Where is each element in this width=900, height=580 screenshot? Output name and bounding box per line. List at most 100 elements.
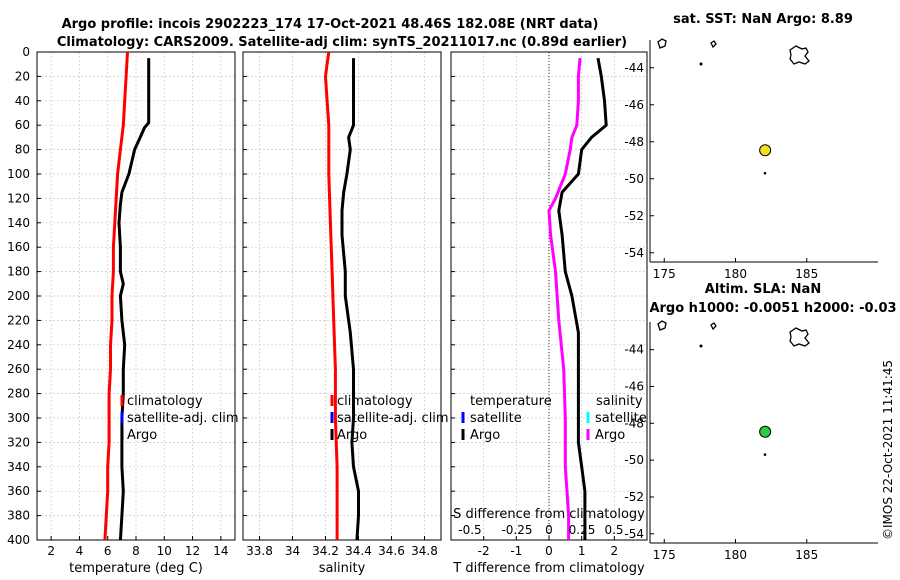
y-tick-label: 40 xyxy=(15,94,30,108)
coastline-dot xyxy=(699,344,703,348)
y-tick-label: 180 xyxy=(7,265,30,279)
title-line1: Argo profile: incois 2902223_174 17-Oct-… xyxy=(62,17,599,32)
y-tick-label: 400 xyxy=(7,533,30,547)
title-line2: Climatology: CARS2009. Satellite-adj cli… xyxy=(57,35,627,50)
series-temperature-diff xyxy=(557,57,608,540)
legend-label-3: Argo xyxy=(595,428,625,443)
legend-label-argo: Argo xyxy=(337,428,367,443)
coastline-dot xyxy=(699,62,703,66)
map-x-tick-label: 175 xyxy=(653,548,676,562)
y-tick-label: 220 xyxy=(7,313,30,327)
y-tick-label: 320 xyxy=(7,435,30,449)
map-x-tick-label: 185 xyxy=(795,267,818,281)
legend-title-temperature: temperature xyxy=(470,394,552,409)
argo-position-marker-sla xyxy=(759,425,772,438)
sla-map-title-line2: Argo h1000: -0.0051 h2000: -0.03 xyxy=(649,301,896,316)
y-tick-label: 360 xyxy=(7,484,30,498)
x-tick-label: 34.8 xyxy=(411,544,438,558)
y-tick-label: 60 xyxy=(15,118,30,132)
coastline-island-small xyxy=(710,40,717,49)
series-Argo xyxy=(340,58,360,541)
legend-label-clim: climatology xyxy=(127,394,203,409)
x-axis-label: salinity xyxy=(319,561,366,576)
map-y-tick-label: -46 xyxy=(624,379,644,393)
map-y-tick-label: -48 xyxy=(624,416,644,430)
x-tick-label: 2 xyxy=(611,544,619,558)
copyright-label: ©IMOS 22-Oct-2021 11:41:45 xyxy=(881,360,895,540)
map-x-tick-label: 185 xyxy=(795,548,818,562)
series-climatology xyxy=(324,51,339,540)
coastline-island-small xyxy=(710,322,717,331)
x-tick-label: 34.2 xyxy=(312,544,339,558)
x-tick-label: 2 xyxy=(47,544,55,558)
map-y-tick-label: -52 xyxy=(624,490,644,504)
sla-map-panel: -44 -46 -48 -50 -52 -54 175 180 185 Altim. SLA: N… xyxy=(624,282,896,562)
s-tick-label: 0 xyxy=(545,523,553,537)
map-y-tick-label: -54 xyxy=(624,527,644,541)
coastline-dot-south xyxy=(763,171,767,175)
x-tick-label: 1 xyxy=(578,544,586,558)
legend-title-salinity: salinity xyxy=(596,394,643,409)
map-y-tick-label: -48 xyxy=(624,135,644,149)
x-tick-label: 34 xyxy=(285,544,300,558)
x-tick-label: 10 xyxy=(157,544,172,558)
y-tick-label: 20 xyxy=(15,69,30,83)
legend-label-1: Argo xyxy=(470,428,500,443)
legend-label-argo: Argo xyxy=(127,428,157,443)
map-y-tick-label: -46 xyxy=(624,98,644,112)
map-y-tick-label: -52 xyxy=(624,209,644,223)
y-tick-label: 380 xyxy=(7,509,30,523)
series-salinity-diff xyxy=(547,57,582,540)
map-x-tick-label: 175 xyxy=(653,267,676,281)
y-tick-label: 80 xyxy=(15,143,30,157)
coastline-dot-south xyxy=(763,453,767,456)
s-tick-label: 0.25 xyxy=(569,523,596,537)
sst-map-panel: -44 -46 -48 -50 -52 -54 175 180 185 sat. SST: NaN… xyxy=(624,12,878,281)
x-tick-label: 12 xyxy=(185,544,200,558)
y-tick-label: 100 xyxy=(7,167,30,181)
argo-position-marker xyxy=(759,144,772,157)
coastline-chatham xyxy=(789,45,810,65)
legend-label-0: satellite xyxy=(470,411,522,426)
x-tick-label: 14 xyxy=(213,544,228,558)
y-tick-label: 240 xyxy=(7,338,30,352)
sla-map-title-line1: Altim. SLA: NaN xyxy=(705,282,821,297)
x-tick-label: 34.6 xyxy=(378,544,405,558)
x-axis-label: T difference from climatology xyxy=(452,561,645,576)
sst-map-title: sat. SST: NaN Argo: 8.89 xyxy=(673,12,853,27)
map-y-tick-label: -54 xyxy=(624,246,644,260)
map-x-tick-label: 180 xyxy=(724,267,747,281)
s-axis-label: S difference from climatology xyxy=(453,507,645,522)
series-climatology xyxy=(103,51,129,541)
y-tick-label: 340 xyxy=(7,460,30,474)
map-y-tick-label: -44 xyxy=(624,343,644,357)
s-tick-label: -0.25 xyxy=(501,523,532,537)
x-tick-label: 33.8 xyxy=(246,544,273,558)
series-Argo xyxy=(117,58,151,541)
temperature-panel: 2 4 6 8 10 12 14020406080100120140160180200220… xyxy=(7,45,239,576)
y-tick-label: 280 xyxy=(7,387,30,401)
salinity-panel: 33.8 34 34.2 34.4 34.6 34.8 salinity climatolog… xyxy=(242,51,449,576)
map-y-tick-label: -50 xyxy=(624,453,644,467)
legend-label-clim: climatology xyxy=(337,394,413,409)
s-tick-label: 0.5 xyxy=(604,523,623,537)
x-tick-label: 6 xyxy=(104,544,112,558)
x-tick-label: 34.4 xyxy=(345,544,372,558)
x-tick-label: 8 xyxy=(132,544,140,558)
y-tick-label: 200 xyxy=(7,289,30,303)
map-x-tick-label: 180 xyxy=(724,548,747,562)
x-axis-label: temperature (deg C) xyxy=(69,561,203,576)
map-y-tick-label: -44 xyxy=(624,61,644,75)
y-tick-label: 260 xyxy=(7,362,30,376)
difference-panel: -2 -1 0 1 2 T difference from climatology temp… xyxy=(450,51,648,576)
coastline-island-west xyxy=(657,38,667,49)
y-tick-label: 0 xyxy=(22,45,30,59)
x-tick-label: -2 xyxy=(478,544,490,558)
map-y-tick-label: -50 xyxy=(624,172,644,186)
legend-label-satclim: satellite-adj. clim xyxy=(337,411,449,426)
coastline-island-west xyxy=(657,320,667,331)
y-tick-label: 120 xyxy=(7,191,30,205)
y-tick-label: 300 xyxy=(7,411,30,425)
y-tick-label: 140 xyxy=(7,216,30,230)
